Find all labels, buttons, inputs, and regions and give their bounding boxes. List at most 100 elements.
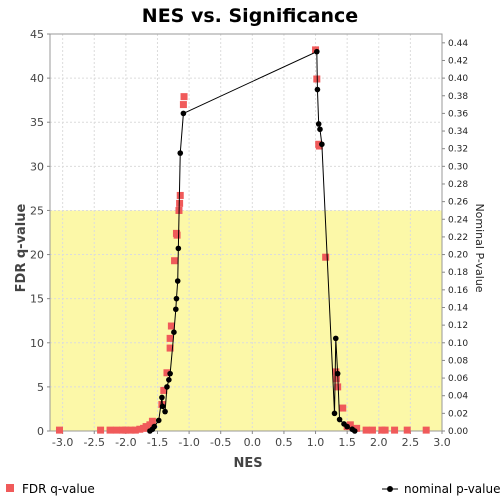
nominal-p-value-point [336,416,343,423]
y-tick-label-right: 0.04 [448,392,468,402]
x-axis: -3.0 -2.5 -2.0 -1.5 -1.0 -0.5 0.0 0.5 1.0 1.5 2.0 2… [52,431,451,449]
nominal-p-value-point [332,335,339,342]
fdr-q-value-point [112,426,120,434]
fdr-q-value-point [97,426,105,434]
nominal-p-value-point [155,417,162,424]
y-tick-label-right: 0.18 [448,268,468,278]
y-tick-label-right: 0.08 [448,356,468,366]
x-tick-label: -2.5 [84,436,105,449]
nominal-p-value-point [334,370,341,377]
y-tick-label-right: 0.02 [448,409,468,419]
x-tick-label: 1.0 [307,436,325,449]
y-tick-label-left: 5 [37,381,44,394]
fdr-q-value-point [381,426,389,434]
y-tick-label-right: 0.34 [448,127,468,137]
y-tick-label-right: 0.30 [448,162,468,172]
x-tick-label: 0.0 [244,436,262,449]
y-tick-label-right: 0.38 [448,92,468,102]
fdr-q-value-point [339,404,347,412]
fdr-q-value-point [148,417,156,425]
nominal-p-value-point [317,126,323,133]
fdr-q-value-point [422,426,430,434]
series-nominal-p-value [147,48,358,434]
nominal-p-value-point [344,423,350,430]
legend-label-fdr: FDR q-value [22,482,95,496]
nominal-p-value-point [351,428,358,434]
fdr-q-value-point [55,426,63,434]
fdr-q-value-point [142,423,150,431]
x-tick-label: 2.0 [370,436,388,449]
y-tick-label-left: 20 [30,249,44,262]
y-tick-label-left: 15 [30,293,44,306]
x-tick-label: 3.0 [433,436,451,449]
y-axis-label-right: Nominal P-value [473,203,486,292]
y-tick-label-right: 0.12 [448,321,468,331]
x-tick-label: 0.5 [275,436,293,449]
legend-marker-nominal [387,486,393,492]
fdr-q-value-point [391,426,399,434]
y-tick-label-left: 30 [30,160,44,173]
x-axis-label: NES [233,456,262,471]
nominal-p-value-point [319,141,325,148]
fdr-q-value-point [346,421,354,429]
fdr-q-value-point [322,253,330,261]
y-tick-label-left: 45 [30,28,44,41]
fdr-q-value-point [368,426,376,434]
fdr-q-value-point [106,426,114,434]
y-tick-label-right: 0.20 [448,251,468,261]
y-tick-label-right: 0.36 [448,109,468,119]
x-tick-label: -3.0 [52,436,73,449]
nominal-p-value-point [174,278,181,284]
fdr-q-value-point [176,191,184,199]
y-tick-label-right: 0.28 [448,180,468,190]
nominal-p-value-point [315,121,322,127]
fdr-q-value-point [122,426,130,434]
fdr-q-value-point [160,386,168,394]
legend-marker-fdr [6,484,14,492]
nominal-p-value-point [180,110,187,117]
y-tick-label-left: 10 [30,337,44,350]
y-tick-label-right: 0.40 [448,74,468,84]
plot-frame [49,33,443,432]
x-tick-label: 2.5 [402,436,420,449]
nominal-p-value-point [159,394,165,401]
y-tick-label-right: 0.44 [448,39,468,49]
nominal-p-value-point [173,295,180,302]
fdr-q-value-point [403,426,411,434]
y-tick-label-right: 0.16 [448,286,468,296]
y-tick-label-right: 0.24 [448,215,468,225]
nominal-p-value-point [314,86,321,93]
nominal-p-value-point [159,403,166,410]
fdr-q-value-point [353,424,361,432]
highlight-band [50,210,442,431]
left-axis: 0 5 10 15 20 25 30 35 40 45 [30,28,50,438]
x-tick-label: -0.5 [210,436,231,449]
nominal-p-value-point [175,245,182,252]
y-tick-label-left: 40 [30,72,44,85]
fdr-q-value-point [179,101,187,109]
fdr-q-value-point [315,142,323,150]
fdr-q-value-point [167,322,175,330]
fdr-q-value-point [180,93,188,101]
fdr-q-value-point [332,375,340,383]
y-tick-label-right: 0.42 [448,56,468,66]
y-tick-label-right: 0.14 [448,303,468,313]
fdr-q-value-point [166,344,174,352]
nominal-p-value-point [173,306,179,313]
fdr-q-value-point [163,369,171,377]
fdr-q-value-point [131,426,139,434]
y-tick-label-right: 0.06 [448,374,468,384]
fdr-q-value-point [334,383,342,391]
chart-title: NES vs. Significance [142,5,358,27]
x-tick-label: -1.0 [178,436,199,449]
fdr-q-value-point [362,426,370,434]
x-tick-label: 1.5 [338,436,356,449]
nominal-p-value-point [171,329,177,335]
y-tick-label-right: 0.22 [448,233,468,243]
y-tick-label-left: 0 [37,425,44,438]
fdr-q-value-point [171,257,179,265]
nominal-p-value-point [167,370,173,377]
y-tick-label-left: 35 [30,116,44,129]
nominal-p-value-point [162,408,168,415]
